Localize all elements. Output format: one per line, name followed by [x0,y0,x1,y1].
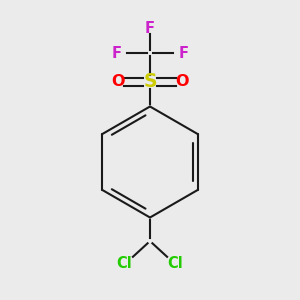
Text: O: O [176,74,189,89]
Text: F: F [145,21,155,36]
Text: Cl: Cl [117,256,132,271]
Text: F: F [178,46,189,61]
Text: F: F [111,46,122,61]
Text: S: S [143,72,157,92]
Text: Cl: Cl [168,256,183,271]
Text: O: O [111,74,124,89]
